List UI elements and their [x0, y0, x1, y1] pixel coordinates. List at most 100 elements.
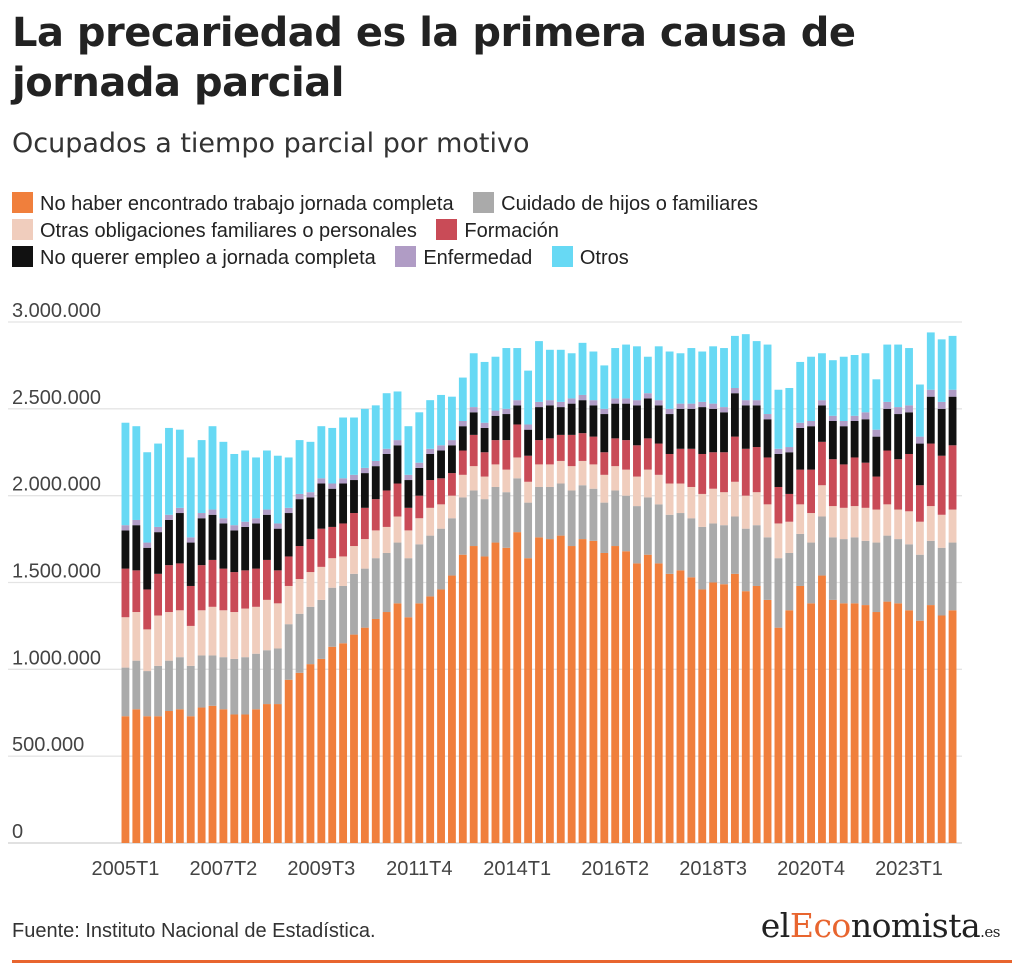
bar-segment [284, 585, 293, 625]
bar-segment [513, 348, 522, 401]
bar-segment [676, 448, 685, 484]
bar-segment [611, 398, 620, 404]
bar-segment [883, 401, 892, 409]
bar-segment [915, 485, 924, 522]
bar-segment [371, 460, 380, 467]
bar-segment [393, 516, 402, 543]
bar-segment [556, 349, 565, 402]
bar-segment [589, 464, 598, 489]
bar-segment [709, 346, 718, 404]
bar-segment [393, 440, 402, 446]
legend-item-enfermedad: Enfermedad [395, 246, 532, 269]
bar-segment [926, 443, 935, 507]
bar-segment [741, 528, 750, 592]
bar-segment [360, 408, 369, 468]
bar-segment [360, 467, 369, 474]
bar-segment [720, 407, 728, 413]
bar-segment [600, 365, 609, 409]
legend-swatch [473, 192, 495, 213]
bar-segment [578, 485, 587, 540]
bar-segment [730, 393, 739, 437]
bar-segment [622, 469, 630, 496]
bar-segment [872, 436, 881, 477]
bar-segment [404, 480, 413, 508]
bar-segment [796, 469, 805, 505]
bar-segment [208, 514, 217, 560]
bar-segment [687, 348, 696, 404]
bar-segment [339, 483, 348, 524]
bar-segment [741, 400, 750, 406]
bar-segment [883, 504, 892, 536]
bar-segment [687, 518, 696, 578]
bar-segment [230, 658, 239, 715]
bar-segment [861, 419, 870, 463]
bar-segment [306, 539, 315, 573]
bar-segment [437, 450, 445, 479]
x-tick-label: 2011T4 [386, 858, 452, 880]
bar-segment [393, 445, 402, 484]
bar-segment [295, 546, 304, 580]
bar-segment [491, 486, 500, 543]
bar-segment [317, 483, 326, 529]
bar-segment [654, 474, 663, 505]
legend-label: Otros [579, 247, 629, 269]
bar-segment [567, 434, 576, 467]
bar-segment [121, 667, 130, 717]
bar-segment [796, 427, 805, 470]
bar-segment [469, 412, 478, 435]
bar-segment [263, 514, 271, 560]
legend-item-otras-obligaciones: Otras obligaciones familiares o personal… [12, 219, 417, 242]
bar-segment [404, 426, 413, 475]
bar-segment [622, 495, 630, 552]
bar-segment [937, 615, 946, 843]
bar-segment [948, 445, 957, 510]
bar-segment [850, 415, 859, 421]
bar-segment [502, 547, 511, 843]
bar-segment [872, 429, 881, 437]
bar-segment [676, 513, 685, 571]
legend-label: Otras obligaciones familiares o personal… [40, 220, 417, 242]
bar-segment [208, 655, 217, 706]
bar-segment [360, 627, 369, 843]
bar-segment [154, 443, 163, 527]
bar-segment [535, 407, 543, 441]
bar-segment [273, 570, 282, 604]
legend-swatch [395, 246, 417, 267]
bar-segment [328, 587, 337, 647]
bar-segment [306, 606, 315, 665]
bar-segment [654, 400, 663, 406]
bar-segment [328, 558, 337, 588]
bar-segment [469, 546, 478, 843]
bar-segment [643, 554, 652, 843]
bar-segment [230, 714, 239, 843]
bar-segment [818, 485, 826, 517]
legend-swatch [12, 246, 33, 267]
bar-segment [807, 469, 815, 514]
bar-segment [535, 401, 543, 408]
bar-segment [589, 488, 598, 541]
bar-segment [709, 523, 718, 583]
bar-segment [458, 554, 467, 843]
bar-segment [524, 455, 533, 482]
bar-segment [317, 566, 326, 600]
bar-segment [491, 440, 500, 465]
bar-segment [350, 474, 358, 481]
bar-segment [937, 514, 946, 548]
bar-segment [839, 603, 848, 843]
bar-segment [241, 714, 250, 843]
bar-segment [415, 462, 424, 468]
bar-segment [339, 556, 348, 586]
bar-segment [839, 464, 848, 508]
bar-segment [328, 488, 337, 527]
bar-segment [796, 361, 805, 423]
bar-segment [480, 556, 489, 843]
bar-segment [807, 542, 815, 604]
bar-segment [948, 542, 957, 611]
bar-segment [197, 655, 206, 708]
bar-segment [774, 523, 783, 559]
bar-segment [850, 354, 859, 416]
bar-segment [263, 559, 271, 600]
bar-segment [774, 558, 783, 628]
bar-segment [404, 507, 413, 531]
bar-segment [578, 460, 587, 486]
